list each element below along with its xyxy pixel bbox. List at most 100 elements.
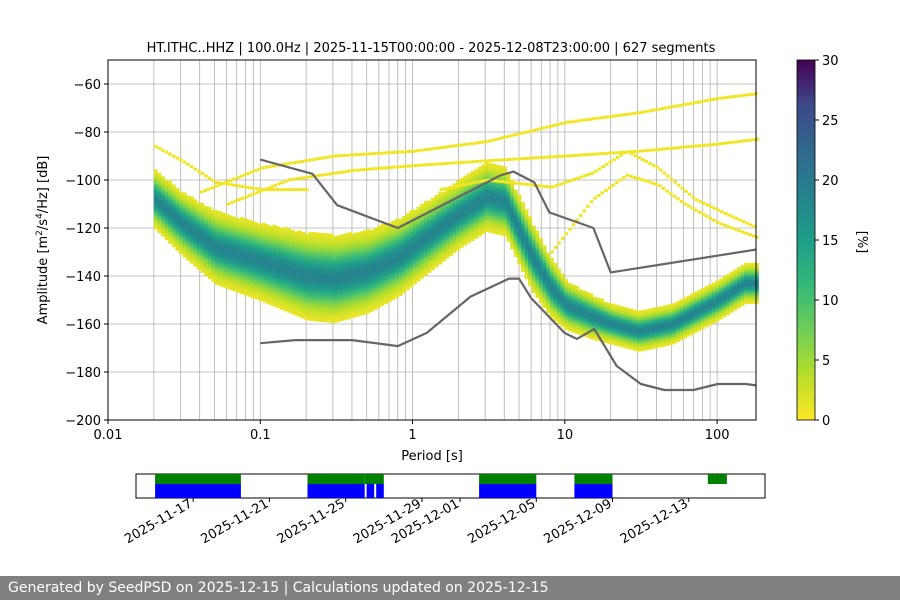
heatmap-cell <box>404 150 409 154</box>
heatmap-cell <box>449 231 453 235</box>
heatmap-cell <box>492 183 497 186</box>
heatmap-cell <box>553 306 558 309</box>
heatmap-cell <box>330 265 335 268</box>
heatmap-cell <box>247 234 252 237</box>
heatmap-cell <box>297 271 302 274</box>
heatmap-cell <box>330 308 335 311</box>
heatmap-cell <box>305 276 309 280</box>
heatmap-cell <box>701 297 705 301</box>
heatmap-cell <box>586 204 590 208</box>
heatmap-cell <box>251 276 255 279</box>
heatmap-cell <box>452 200 457 203</box>
heatmap-cell <box>359 262 363 266</box>
heatmap-cell <box>261 251 266 255</box>
heatmap-cell <box>564 315 569 318</box>
heatmap-cell <box>654 331 659 334</box>
heatmap-cell <box>384 229 389 232</box>
heatmap-cell <box>657 328 662 331</box>
heatmap-cell <box>657 344 662 348</box>
heatmap-cell <box>705 203 710 207</box>
heatmap-cell <box>585 313 590 317</box>
heatmap-cell <box>233 221 237 225</box>
heatmap-cell <box>585 299 590 302</box>
heatmap-cell <box>319 285 324 289</box>
heatmap-cell <box>521 204 525 208</box>
heatmap-cell <box>499 208 504 212</box>
heatmap-cell <box>485 224 489 228</box>
heatmap-cell <box>207 262 212 265</box>
heatmap-cell <box>517 197 522 200</box>
heatmap-cell <box>415 149 420 153</box>
heatmap-cell <box>240 272 245 275</box>
heatmap-cell <box>377 278 381 282</box>
psd-chart: HT.ITHC..HHZ | 100.0Hz | 2025-11-15T00:0… <box>35 41 869 547</box>
heatmap-cell <box>164 196 169 200</box>
heatmap-cell <box>236 278 241 281</box>
heatmap-cell <box>733 274 738 277</box>
heatmap-cell <box>247 222 252 225</box>
heatmap-cell <box>186 250 191 254</box>
heatmap-cell <box>402 283 407 286</box>
heatmap-cell <box>420 223 425 226</box>
heatmap-cell <box>359 274 363 278</box>
heatmap-cell <box>431 212 435 215</box>
heatmap-cell <box>279 244 284 248</box>
heatmap-cell <box>269 266 273 270</box>
heatmap-cell <box>171 184 176 188</box>
heatmap-cell <box>179 242 183 245</box>
heatmap-cell <box>546 286 551 289</box>
heatmap-cell <box>254 243 259 247</box>
heatmap-cell <box>189 239 194 243</box>
heatmap-cell <box>499 182 504 186</box>
heatmap-cell <box>727 213 731 217</box>
heatmap-cell <box>265 262 270 266</box>
heatmap-cell <box>279 235 284 238</box>
heatmap-cell <box>341 260 345 264</box>
heatmap-cell <box>200 217 205 221</box>
heatmap-cell <box>603 323 608 327</box>
heatmap-cell <box>215 210 219 213</box>
heatmap-cell <box>355 294 360 298</box>
heatmap-cell <box>171 230 176 233</box>
heatmap-cell <box>535 285 540 289</box>
heatmap-cell <box>207 233 212 236</box>
heatmap-cell <box>513 211 518 214</box>
heatmap-cell <box>470 231 475 234</box>
heatmap-cell <box>499 206 504 210</box>
heatmap-cell <box>458 143 463 147</box>
heatmap-cell <box>269 230 273 234</box>
heatmap-cell <box>312 277 317 281</box>
heatmap-cell <box>639 334 644 337</box>
heatmap-cell <box>261 268 266 271</box>
heatmap-cell <box>510 191 515 195</box>
heatmap-cell <box>603 333 608 336</box>
heatmap-cell <box>236 244 241 248</box>
heatmap-cell <box>290 249 295 252</box>
heatmap-cell <box>528 245 533 248</box>
heatmap-cell <box>290 237 295 240</box>
heatmap-cell <box>290 246 295 250</box>
heatmap-cell <box>305 240 309 244</box>
heatmap-cell <box>222 260 227 264</box>
heatmap-cell <box>319 312 324 315</box>
heatmap-cell <box>632 335 637 339</box>
heatmap-cell <box>315 261 320 264</box>
heatmap-cell <box>258 278 263 282</box>
heatmap-cell <box>237 198 241 202</box>
heatmap-cell <box>459 197 464 200</box>
heatmap-cell <box>319 288 324 291</box>
heatmap-cell <box>283 298 288 302</box>
heatmap-cell <box>509 134 513 138</box>
heatmap-cell <box>535 268 540 272</box>
heatmap-cell <box>333 315 338 318</box>
heatmap-cell <box>297 249 302 253</box>
heatmap-cell <box>383 151 387 155</box>
heatmap-cell <box>732 95 737 98</box>
heatmap-cell <box>362 235 367 238</box>
heatmap-cell <box>500 158 504 162</box>
heatmap-cell <box>380 224 385 227</box>
heatmap-cell <box>492 216 497 220</box>
heatmap-cell <box>586 153 591 157</box>
heatmap-cell <box>395 273 399 277</box>
heatmap-cell <box>427 234 432 237</box>
